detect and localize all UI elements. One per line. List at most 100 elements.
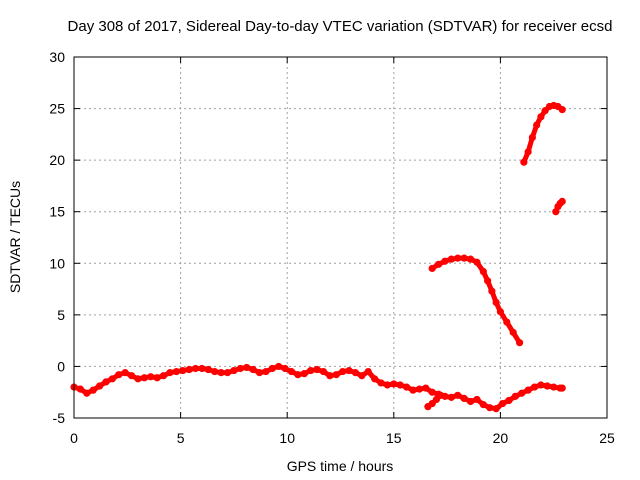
data-point — [422, 384, 430, 392]
y-tick-label: 15 — [49, 204, 65, 220]
data-point — [503, 318, 511, 326]
y-tick-label: 0 — [57, 358, 65, 374]
data-point — [217, 369, 225, 377]
data-point — [281, 364, 289, 373]
data-point — [558, 384, 566, 392]
data-point — [479, 267, 487, 276]
data-point — [134, 375, 142, 383]
data-point — [89, 386, 97, 394]
data-point — [486, 404, 494, 412]
x-tick-label: 0 — [70, 430, 78, 446]
data-point — [95, 382, 104, 390]
data-point — [447, 393, 455, 401]
data-point — [268, 364, 276, 373]
data-point — [230, 366, 238, 375]
y-tick-label: 30 — [49, 49, 65, 65]
data-point — [409, 386, 417, 394]
series-2 — [520, 101, 566, 166]
data-point — [537, 381, 545, 389]
y-tick-label: 5 — [57, 307, 65, 323]
data-point — [140, 374, 148, 382]
data-point — [319, 367, 328, 376]
data-point — [515, 339, 524, 347]
data-point — [460, 254, 468, 262]
data-point — [102, 378, 110, 386]
data-point — [454, 391, 462, 399]
data-point — [179, 366, 187, 375]
x-tick-label: 5 — [177, 430, 185, 446]
data-point — [121, 369, 129, 377]
data-point — [83, 389, 91, 397]
data-point — [115, 371, 123, 379]
data-point — [313, 365, 321, 374]
y-axis-label: SDTVAR / TECUs — [7, 181, 23, 293]
data-point — [479, 400, 487, 409]
data-point — [533, 121, 541, 129]
data-point — [505, 396, 513, 405]
data-point — [371, 375, 379, 383]
data-point — [518, 389, 526, 397]
data-point — [108, 375, 116, 383]
data-point — [528, 133, 536, 142]
data-point — [558, 106, 566, 114]
y-tick-label: 10 — [49, 255, 65, 271]
data-point — [345, 366, 353, 375]
data-point — [275, 362, 283, 371]
data-point — [520, 158, 528, 166]
data-point — [447, 255, 455, 263]
data-point — [466, 255, 475, 263]
series-1 — [428, 254, 524, 347]
data-point — [473, 395, 481, 404]
x-tick-label: 20 — [493, 430, 509, 446]
data-point — [243, 363, 251, 372]
data-point — [377, 379, 385, 387]
data-point — [383, 381, 392, 389]
data-point — [198, 364, 206, 373]
data-point — [498, 399, 507, 408]
data-point — [339, 367, 347, 376]
data-point — [530, 383, 539, 391]
data-point — [396, 381, 404, 389]
data-point — [543, 382, 551, 390]
x-tick-label: 15 — [386, 430, 402, 446]
data-point — [351, 369, 360, 377]
data-point — [390, 380, 398, 388]
data-point — [191, 364, 200, 373]
chart-title: Day 308 of 2017, Sidereal Day-to-day VTE… — [68, 18, 613, 35]
data-point — [428, 388, 436, 396]
data-point — [402, 383, 411, 391]
data-point — [460, 394, 468, 403]
data-point — [466, 397, 475, 406]
data-point — [558, 197, 566, 205]
data-point — [428, 264, 436, 273]
data-series — [70, 101, 566, 413]
data-point — [166, 369, 174, 377]
data-point — [437, 391, 445, 399]
plot-frame — [73, 56, 608, 419]
data-point — [496, 308, 504, 316]
data-point — [332, 371, 340, 379]
data-point — [364, 367, 372, 376]
grid-lines — [74, 57, 607, 418]
x-tick-label: 10 — [279, 430, 295, 446]
data-point — [473, 258, 481, 266]
data-point — [524, 148, 532, 156]
data-point — [262, 367, 270, 376]
y-tick-label: 25 — [49, 101, 65, 117]
data-point — [484, 277, 492, 285]
data-point — [326, 372, 334, 380]
data-point — [509, 328, 517, 336]
y-tick-label: -5 — [53, 410, 66, 426]
data-point — [454, 254, 462, 262]
data-point — [204, 365, 212, 374]
data-point — [211, 367, 219, 376]
data-point — [223, 369, 232, 377]
data-point — [550, 383, 558, 391]
x-tick-label: 25 — [599, 430, 615, 446]
data-point — [358, 372, 366, 380]
data-point — [127, 372, 136, 380]
data-point — [255, 369, 264, 377]
